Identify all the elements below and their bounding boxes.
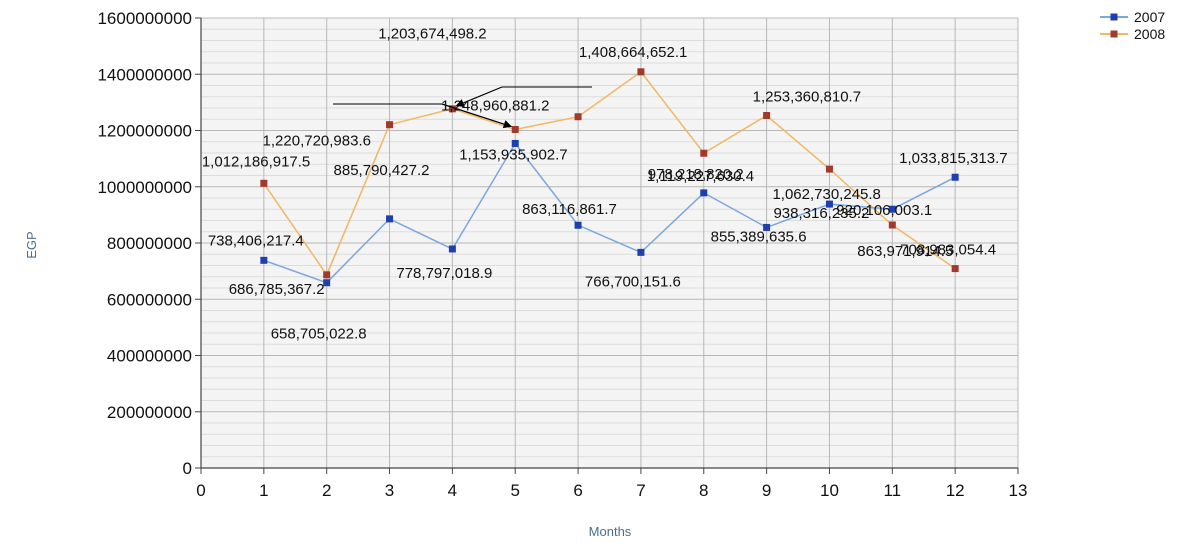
data-label-2008: 1,253,360,810.7 xyxy=(753,88,861,105)
data-label-2007: 738,406,217.4 xyxy=(208,232,304,249)
data-label-2007: 1,033,815,313.7 xyxy=(899,150,1007,167)
data-label-2007: 766,700,151.6 xyxy=(585,273,681,290)
data-label-2007: 855,389,635.6 xyxy=(711,228,807,245)
data-label-2007: 938,316,235.2 xyxy=(773,205,869,222)
data-point-2007 xyxy=(951,173,959,181)
data-point-2007 xyxy=(574,221,582,229)
x-tick-label: 8 xyxy=(699,481,708,500)
data-label-2008: 1,012,186,917.5 xyxy=(202,153,310,170)
data-label-2008: 1,408,664,652.1 xyxy=(579,44,687,61)
data-label-2007: 863,116,861.7 xyxy=(522,201,617,218)
x-tick-label: 13 xyxy=(1009,481,1028,500)
data-point-2008 xyxy=(386,121,394,129)
x-axis-title: Months xyxy=(589,524,632,539)
data-point-2008 xyxy=(574,113,582,121)
data-label-2008: 1,248,960,881.2 xyxy=(441,98,549,115)
series-line-2008 xyxy=(263,70,956,277)
legend-label-2008: 2008 xyxy=(1134,26,1165,42)
data-point-2007 xyxy=(511,139,519,147)
data-label-2007: 778,797,018.9 xyxy=(396,265,492,282)
data-point-2008 xyxy=(323,271,331,279)
data-label-2008: 1,220,720,983.6 xyxy=(263,133,371,150)
data-point-2008 xyxy=(700,149,708,157)
x-tick-label: 0 xyxy=(196,481,205,500)
data-point-2008 xyxy=(637,68,645,76)
x-tick-label: 3 xyxy=(385,481,394,500)
y-tick-label: 600000000 xyxy=(107,290,192,309)
callout-arrow xyxy=(441,103,513,129)
x-tick-label: 9 xyxy=(762,481,771,500)
data-point-2007 xyxy=(260,256,268,264)
y-tick-label: 1400000000 xyxy=(97,65,192,84)
x-tick-label: 5 xyxy=(510,481,519,500)
data-label-2007: 885,790,427.2 xyxy=(334,162,430,179)
data-point-2008 xyxy=(951,265,959,273)
data-point-2007 xyxy=(637,248,645,256)
data-label-2008: 863,971,914.5 xyxy=(857,243,953,260)
y-tick-label: 1200000000 xyxy=(97,122,192,141)
x-tick-label: 1 xyxy=(259,481,268,500)
data-point-2007 xyxy=(448,245,456,253)
y-tick-label: 800000000 xyxy=(107,234,192,253)
x-tick-label: 12 xyxy=(946,481,965,500)
data-point-2008 xyxy=(260,179,268,187)
data-point-2008 xyxy=(763,111,771,119)
y-tick-label: 1600000000 xyxy=(97,9,192,28)
data-label-2008: 686,785,367.2 xyxy=(229,281,325,298)
data-point-2007 xyxy=(763,223,771,231)
data-label-2007: 978,218,820.2 xyxy=(648,166,744,183)
x-tick-label: 4 xyxy=(448,481,457,500)
legend-label-2007: 2007 xyxy=(1134,9,1165,25)
data-label-2007: 920,106,003.1 xyxy=(836,202,932,219)
y-tick-label: 400000000 xyxy=(107,347,192,366)
y-tick-label: 1000000000 xyxy=(97,178,192,197)
x-tick-label: 10 xyxy=(820,481,839,500)
x-tick-label: 2 xyxy=(322,481,331,500)
data-point-2007 xyxy=(888,205,896,213)
y-tick-label: 200000000 xyxy=(107,403,192,422)
y-axis-title: EGP xyxy=(24,231,39,258)
data-point-2007 xyxy=(825,200,833,208)
data-label-2008: 1,062,730,245.8 xyxy=(772,186,880,203)
data-label-2008: 1,203,674,498.2 xyxy=(378,25,486,42)
legend-marker-2007 xyxy=(1110,13,1118,21)
legend-marker-2008 xyxy=(1110,30,1118,38)
data-point-2007 xyxy=(386,215,394,223)
callout-arrow xyxy=(455,86,503,107)
y-tick-label: 0 xyxy=(183,459,192,478)
data-label-2008: 708,983,054.4 xyxy=(900,242,996,259)
series-line-2007 xyxy=(263,142,956,284)
data-point-2008 xyxy=(448,105,456,113)
data-label-2008: 1,119,227,630.4 xyxy=(647,168,754,185)
data-point-2008 xyxy=(825,165,833,173)
data-point-2007 xyxy=(323,279,331,287)
data-point-2008 xyxy=(511,125,519,133)
data-label-2007: 658,705,022.8 xyxy=(271,326,367,343)
data-point-2008 xyxy=(888,221,896,229)
data-point-2007 xyxy=(700,189,708,197)
data-label-2007: 1,153,935,902.7 xyxy=(459,146,567,163)
x-tick-label: 11 xyxy=(883,481,901,500)
x-tick-label: 7 xyxy=(636,481,645,500)
x-tick-label: 6 xyxy=(573,481,582,500)
